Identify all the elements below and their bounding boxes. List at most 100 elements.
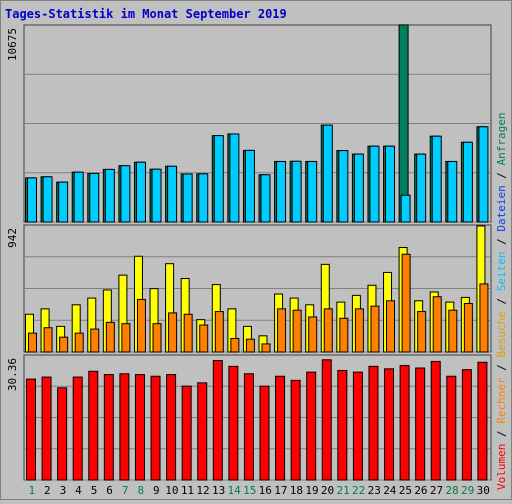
x-tick-day-30: 30	[477, 484, 490, 497]
bar-dateien-day-23	[369, 145, 380, 223]
x-tick-day-12: 12	[196, 484, 209, 497]
bar-rechner-day-20	[323, 308, 333, 353]
bar-rechner-day-10	[168, 312, 178, 353]
x-tick-day-9: 9	[153, 484, 160, 497]
x-tick-day-23: 23	[368, 484, 381, 497]
x-tick-day-26: 26	[414, 484, 427, 497]
bar-volumen-day-10	[166, 374, 177, 481]
bar-volumen-day-27	[430, 360, 441, 481]
bar-volumen-day-17	[275, 375, 286, 481]
bar-volumen-day-12	[197, 382, 208, 481]
bar-rechner-day-12	[199, 324, 209, 353]
bar-dateien-day-25	[400, 194, 411, 223]
bar-volumen-day-19	[306, 371, 317, 481]
bar-dateien-day-11	[182, 173, 193, 223]
bar-rechner-day-14	[230, 338, 240, 353]
bar-rechner-day-21	[339, 317, 349, 353]
bar-rechner-day-29	[463, 302, 473, 353]
x-tick-day-25: 25	[399, 484, 412, 497]
bar-rechner-day-9	[152, 323, 162, 353]
bar-rechner-day-3	[59, 336, 69, 353]
x-tick-day-27: 27	[430, 484, 443, 497]
bar-rechner-day-27	[432, 296, 442, 353]
bar-volumen-day-29	[461, 369, 472, 481]
x-tick-day-16: 16	[259, 484, 272, 497]
bar-dateien-day-20	[322, 124, 333, 223]
x-tick-day-8: 8	[137, 484, 144, 497]
bar-dateien-day-5	[89, 172, 100, 223]
bar-rechner-day-7	[121, 323, 131, 353]
x-tick-day-15: 15	[243, 484, 256, 497]
bar-volumen-day-3	[57, 387, 68, 481]
bar-volumen-day-20	[321, 359, 332, 481]
x-tick-day-4: 4	[75, 484, 82, 497]
bar-dateien-day-17	[276, 160, 287, 223]
bar-rechner-day-22	[354, 308, 364, 353]
bar-rechner-day-23	[370, 305, 380, 353]
bar-volumen-day-25	[399, 365, 410, 481]
x-tick-day-21: 21	[336, 484, 349, 497]
bar-dateien-day-1	[27, 177, 37, 223]
bar-rechner-day-2	[43, 327, 53, 353]
bar-volumen-day-15	[243, 373, 254, 481]
legend-besuche: Besuche	[495, 311, 508, 357]
x-tick-day-7: 7	[122, 484, 129, 497]
bar-rechner-day-11	[183, 313, 193, 353]
max-label-volume: 30.36	[6, 358, 19, 391]
legend-separator: /	[495, 165, 508, 185]
bar-volumen-day-14	[228, 365, 239, 481]
legend-separator: /	[495, 424, 508, 444]
legend-volumen: Volumen	[495, 444, 508, 490]
bar-dateien-day-27	[431, 135, 442, 223]
bar-rechner-day-25	[401, 253, 411, 353]
bar-dateien-day-2	[42, 176, 53, 223]
bar-dateien-day-30	[478, 126, 489, 223]
x-tick-day-24: 24	[383, 484, 397, 497]
bar-dateien-day-7	[120, 165, 131, 223]
x-tick-day-3: 3	[60, 484, 67, 497]
bar-volumen-day-26	[415, 367, 426, 481]
bar-volumen-day-7	[119, 373, 130, 481]
bar-dateien-day-8	[135, 161, 146, 223]
max-label-hits: 10675	[6, 28, 19, 61]
max-label-visits: 942	[6, 228, 19, 248]
bar-rechner-day-8	[136, 298, 146, 353]
bar-dateien-day-3	[58, 181, 69, 223]
bar-rechner-day-15	[245, 338, 255, 353]
bar-volumen-day-24	[384, 368, 395, 481]
bar-dateien-day-4	[73, 171, 84, 223]
x-tick-day-20: 20	[321, 484, 334, 497]
bar-anfragen-day-25	[398, 24, 409, 223]
bar-dateien-day-15	[244, 149, 255, 223]
x-tick-day-10: 10	[165, 484, 178, 497]
bar-rechner-day-16	[261, 343, 271, 353]
bar-dateien-day-26	[416, 153, 427, 223]
bar-dateien-day-16	[260, 174, 271, 223]
bar-volumen-day-6	[103, 374, 114, 481]
bar-dateien-day-12	[198, 173, 209, 223]
bar-dateien-day-19	[307, 160, 318, 223]
bar-dateien-day-22	[353, 153, 364, 223]
bar-volumen-day-9	[150, 375, 161, 481]
bar-rechner-day-26	[417, 311, 427, 353]
bar-dateien-day-6	[104, 168, 115, 223]
bar-dateien-day-14	[229, 133, 240, 223]
legend-separator: /	[495, 358, 508, 378]
bar-volumen-day-21	[337, 369, 348, 481]
bar-rechner-day-1	[28, 332, 37, 353]
bar-dateien-day-21	[338, 150, 349, 223]
bar-volumen-day-18	[290, 379, 301, 481]
bar-dateien-day-13	[213, 135, 224, 223]
legend-separator: /	[495, 232, 508, 252]
bar-rechner-day-6	[105, 321, 115, 353]
x-tick-day-13: 13	[212, 484, 225, 497]
bar-dateien-day-29	[462, 141, 473, 223]
x-tick-day-28: 28	[445, 484, 458, 497]
bar-rechner-day-13	[214, 311, 224, 353]
bar-rechner-day-5	[90, 328, 100, 353]
bar-dateien-day-28	[447, 160, 458, 223]
x-tick-day-11: 11	[181, 484, 194, 497]
bar-dateien-day-9	[151, 168, 162, 223]
x-tick-day-17: 17	[274, 484, 287, 497]
bar-dateien-day-24	[385, 145, 396, 223]
